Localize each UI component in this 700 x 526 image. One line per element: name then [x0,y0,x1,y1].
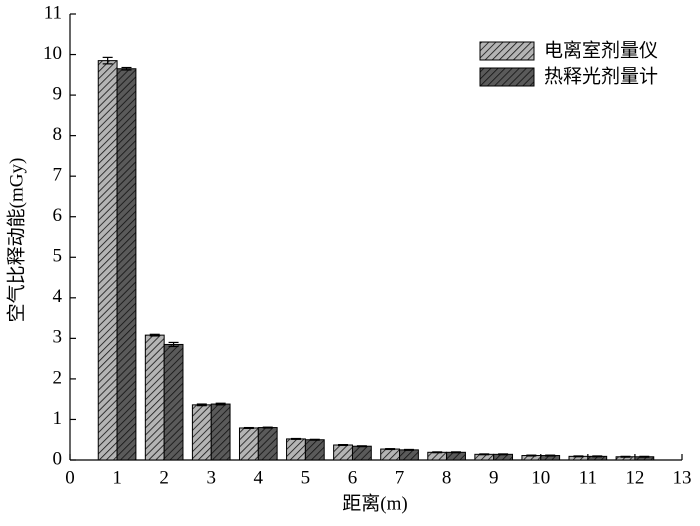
y-axis-label: 空气比释动能(mGy) [5,158,27,323]
bar [210,403,231,461]
x-tick-label: 3 [206,467,216,488]
legend-label: 电离室剂量仪 [544,39,658,61]
y-tick-label: 10 [43,43,62,64]
x-tick-label: 11 [579,467,597,488]
y-tick-label: 6 [53,205,63,226]
x-tick-label: 9 [489,467,499,488]
error-bar [168,341,179,348]
bar [399,449,419,461]
error-bar [356,445,367,448]
y-tick-label: 3 [53,327,63,348]
bar [333,444,353,461]
error-bar [432,451,443,454]
x-tick-label: 7 [395,467,405,488]
y-tick-label: 8 [53,124,63,145]
error-bar [102,56,113,65]
x-tick-label: 1 [112,467,122,488]
bar [144,334,165,461]
bar [116,68,137,461]
y-tick-label: 9 [53,83,63,104]
error-bar [243,426,254,429]
error-bar [338,443,349,447]
error-bar [545,454,556,457]
bar [351,445,372,461]
legend-swatch [479,41,535,61]
error-bar [385,448,396,451]
x-tick-label: 2 [159,467,169,488]
y-tick-label: 0 [53,448,63,469]
error-bar [573,455,584,458]
x-tick-label: 8 [442,467,452,488]
x-tick-label: 5 [301,467,311,488]
error-bar [451,451,462,454]
x-tick-label: 10 [531,467,550,488]
y-tick-label: 5 [53,246,63,267]
bar [286,438,306,461]
error-bar [479,453,490,456]
error-bar [149,333,160,337]
bar [238,427,259,461]
error-bar [215,402,226,406]
error-bar [121,66,132,71]
bar [380,448,401,461]
legend-label: 热释光剂量计 [544,65,658,87]
error-bar [309,438,320,441]
bar [191,404,212,461]
legend-swatch [479,67,535,87]
bar [427,451,448,461]
y-tick-label: 2 [53,367,63,388]
error-bar [262,426,273,429]
bar [97,60,118,461]
bar [163,343,184,461]
error-bar [526,454,537,457]
error-bar [639,455,650,458]
y-tick-label: 4 [53,286,63,307]
error-bar [196,403,207,407]
x-tick-label: 4 [254,467,264,488]
x-axis-label: 距离(m) [342,492,407,514]
bar [446,451,466,461]
error-bar [620,455,631,458]
x-tick-label: 12 [625,467,644,488]
error-bar [592,455,603,458]
y-tick-label: 11 [44,2,62,23]
error-bar [403,448,414,451]
x-tick-label: 13 [673,467,692,488]
y-tick-label: 7 [53,165,63,186]
x-tick-label: 0 [65,467,75,488]
bar [304,439,325,461]
bar [257,427,278,461]
x-tick-label: 6 [348,467,358,488]
error-bar [290,437,301,440]
error-bar [498,453,509,456]
y-tick-label: 1 [53,408,63,429]
